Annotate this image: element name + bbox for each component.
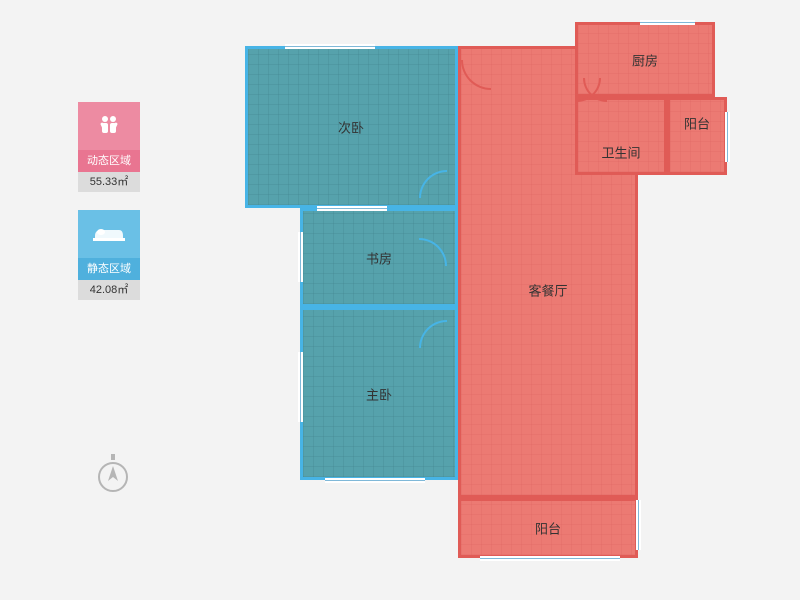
window-6 bbox=[636, 500, 641, 550]
window-3 bbox=[298, 232, 303, 282]
room-label-living_dining: 客餐厅 bbox=[528, 281, 567, 300]
legend-static-label: 静态区域 bbox=[78, 258, 140, 280]
room-label-balcony_e: 阳台 bbox=[684, 114, 710, 133]
window-2 bbox=[325, 478, 425, 483]
room-label-study: 书房 bbox=[366, 249, 392, 268]
legend-dynamic: 动态区域 55.33㎡ bbox=[78, 102, 140, 192]
floorplan: 次卧书房主卧客餐厅厨房卫生间阳台阳台 bbox=[245, 22, 745, 577]
legend-dynamic-label: 动态区域 bbox=[78, 150, 140, 172]
window-4 bbox=[298, 352, 303, 422]
room-label-master_bedroom: 主卧 bbox=[366, 385, 392, 404]
window-5 bbox=[480, 556, 620, 561]
room-label-balcony_s: 阳台 bbox=[535, 519, 561, 538]
room-balcony_e bbox=[667, 97, 727, 175]
room-bathroom bbox=[575, 97, 667, 175]
window-0 bbox=[285, 44, 375, 49]
window-8 bbox=[640, 20, 695, 25]
compass-icon bbox=[96, 454, 130, 499]
legend-static-value: 42.08㎡ bbox=[78, 280, 140, 300]
people-icon bbox=[78, 102, 140, 150]
window-7 bbox=[725, 112, 730, 162]
legend-dynamic-value: 55.33㎡ bbox=[78, 172, 140, 192]
legend: 动态区域 55.33㎡ 静态区域 42.08㎡ bbox=[78, 102, 140, 318]
room-label-secondary_bedroom: 次卧 bbox=[338, 118, 364, 137]
legend-static: 静态区域 42.08㎡ bbox=[78, 210, 140, 300]
bed-icon bbox=[78, 210, 140, 258]
window-1 bbox=[317, 206, 387, 211]
room-label-bathroom: 卫生间 bbox=[601, 143, 640, 162]
room-label-kitchen: 厨房 bbox=[632, 51, 658, 70]
